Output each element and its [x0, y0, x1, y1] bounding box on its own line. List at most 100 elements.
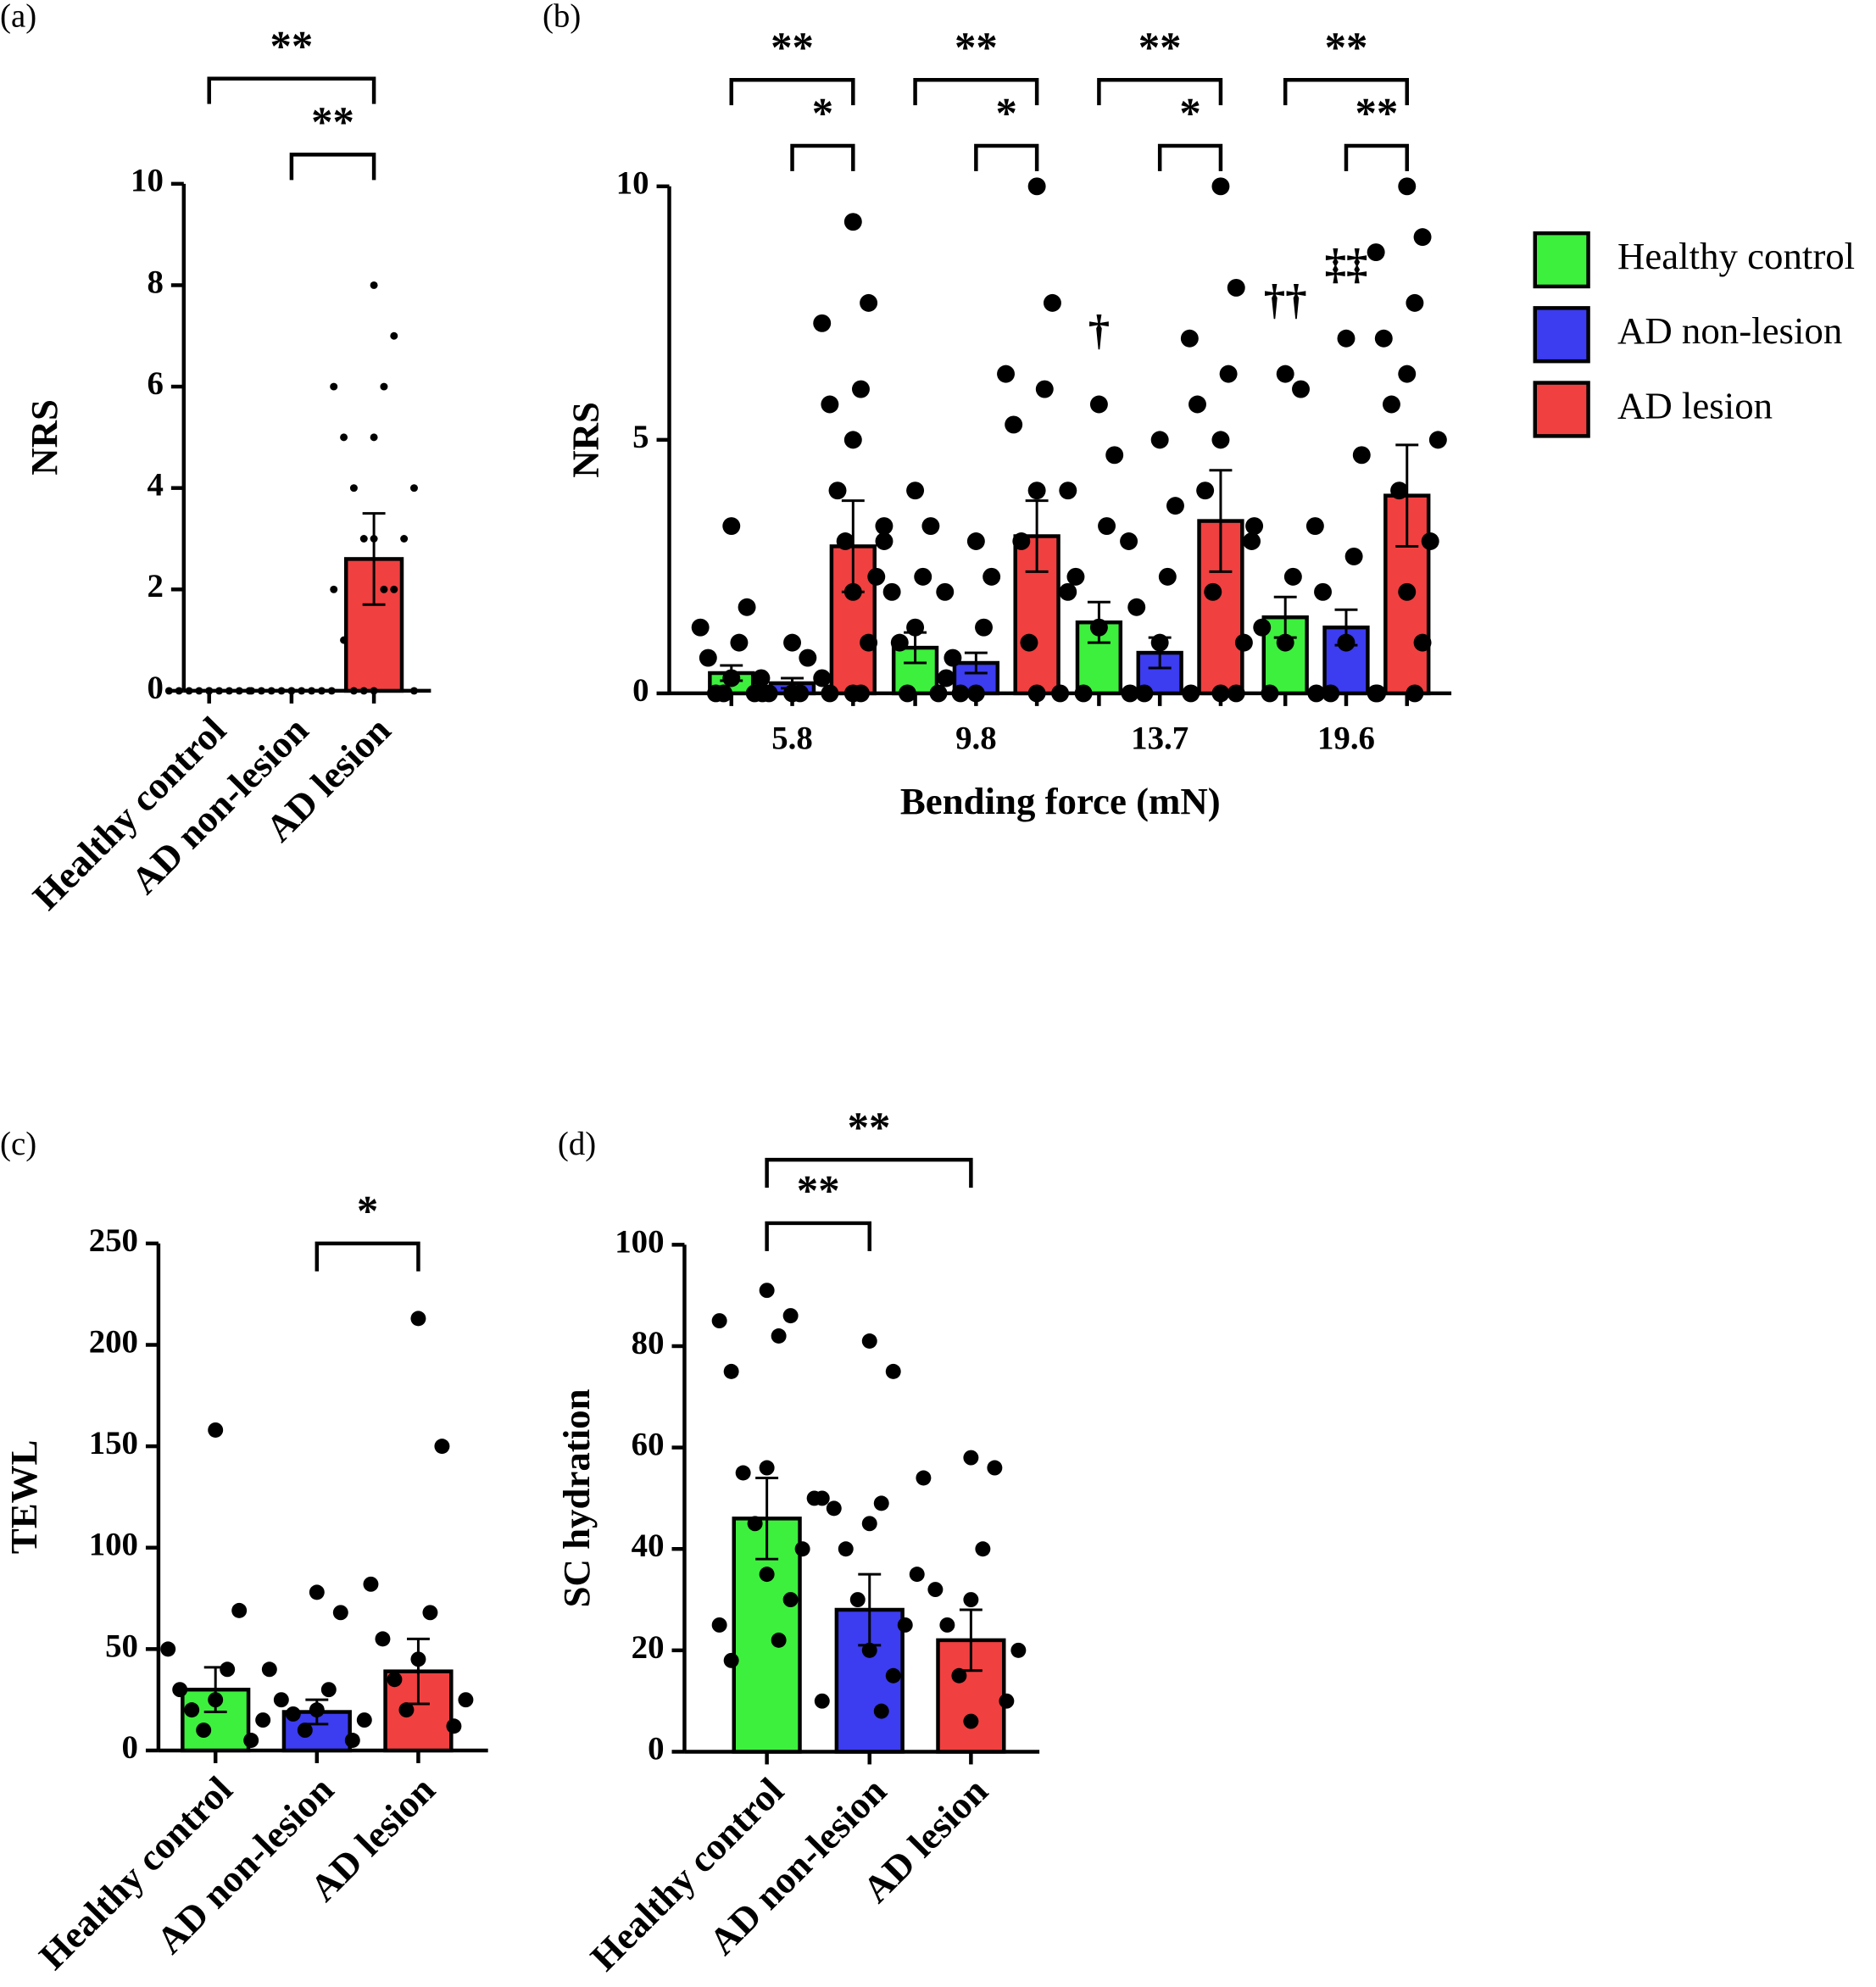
data-point: [906, 481, 925, 500]
data-point: [1245, 517, 1264, 536]
data-point: [1227, 278, 1245, 297]
error-bar: [1395, 443, 1419, 548]
error-bar: [781, 676, 804, 690]
significance-bracket: [289, 153, 376, 181]
data-point: [975, 618, 993, 637]
data-point: [1261, 684, 1279, 703]
data-point: [1121, 684, 1139, 703]
data-point: [330, 585, 338, 593]
error-bar: [1087, 600, 1111, 644]
panel-label: (b): [543, 0, 581, 34]
data-point: [1020, 633, 1038, 652]
data-point: [1059, 582, 1077, 601]
data-point: [208, 1422, 224, 1438]
data-point: [1234, 633, 1253, 652]
error-bar: [858, 1572, 882, 1647]
data-point: [873, 1495, 889, 1511]
panel-label: (c): [0, 1126, 36, 1162]
error-bar: [305, 1698, 329, 1726]
data-point: [172, 1682, 188, 1698]
significance-bracket: [765, 1157, 973, 1188]
data-point: [1204, 582, 1222, 601]
data-point: [390, 585, 398, 593]
data-point: [783, 633, 802, 652]
data-point: [349, 484, 358, 493]
data-point: [317, 687, 326, 695]
data-point: [852, 380, 870, 398]
error-bar: [904, 631, 927, 665]
data-point: [1367, 684, 1385, 703]
x-tick-label: 19.6: [1317, 721, 1375, 757]
data-point: [722, 517, 741, 536]
legend-label: AD non-lesion: [1617, 309, 1842, 352]
data-point: [1406, 684, 1424, 703]
data-point: [914, 567, 932, 586]
data-point: [273, 1692, 289, 1708]
bar: [1075, 620, 1123, 696]
data-point: [340, 636, 348, 644]
data-point: [1027, 481, 1046, 500]
data-point: [257, 687, 265, 695]
y-tick-label: 10: [131, 163, 164, 199]
data-point: [936, 582, 955, 601]
y-tick-label: 150: [89, 1425, 138, 1461]
significance-marker: †: [1088, 306, 1110, 353]
data-point: [1382, 395, 1400, 414]
data-point: [1211, 684, 1230, 703]
data-point: [220, 1661, 236, 1678]
data-point: [1158, 567, 1177, 586]
error-bar: [1273, 595, 1297, 639]
data-point: [867, 567, 886, 586]
data-point: [875, 517, 893, 536]
data-point: [410, 1311, 426, 1327]
x-tick-label: AD non-lesion: [148, 1768, 342, 1962]
data-point: [1398, 177, 1417, 196]
significance-label: *: [996, 90, 1017, 137]
data-point: [344, 1733, 360, 1748]
y-tick-label: 100: [89, 1527, 138, 1563]
data-point: [897, 1617, 913, 1633]
data-point: [261, 1661, 277, 1678]
data-point: [927, 1582, 944, 1598]
significance-label: *: [1179, 90, 1200, 137]
data-point: [370, 433, 378, 442]
significance-label: **: [771, 24, 814, 71]
data-point: [885, 1667, 901, 1684]
data-point: [267, 687, 276, 695]
data-point: [285, 1706, 301, 1722]
data-point: [332, 1605, 348, 1621]
x-axis-label: Bending force (mN): [900, 780, 1221, 822]
data-point: [885, 1363, 901, 1379]
data-point: [1182, 684, 1200, 703]
data-point: [1105, 446, 1124, 465]
data-point: [760, 684, 778, 703]
data-point: [983, 567, 1001, 586]
data-point: [1307, 684, 1326, 703]
data-point: [164, 687, 173, 695]
data-point: [963, 1713, 979, 1729]
data-point: [1367, 243, 1385, 262]
data-point: [1428, 431, 1447, 449]
significance-label: *: [357, 1188, 378, 1235]
data-point: [1398, 365, 1417, 383]
data-point: [715, 684, 733, 703]
data-point: [380, 382, 388, 391]
data-point: [1135, 684, 1154, 703]
data-point: [1406, 293, 1424, 312]
data-point: [921, 517, 940, 536]
data-point: [711, 1313, 727, 1329]
y-tick-label: 20: [632, 1629, 665, 1666]
data-point: [330, 382, 338, 391]
data-point: [759, 1567, 775, 1583]
data-point: [1005, 415, 1023, 434]
data-point: [1043, 293, 1061, 312]
data-point: [1305, 517, 1324, 536]
data-point: [248, 687, 256, 695]
data-point: [1120, 532, 1138, 550]
significance-bracket: [1157, 143, 1223, 171]
data-point: [898, 684, 916, 703]
data-point: [184, 1702, 200, 1718]
data-point: [196, 1723, 212, 1739]
data-point: [309, 1584, 325, 1600]
data-point: [929, 684, 948, 703]
